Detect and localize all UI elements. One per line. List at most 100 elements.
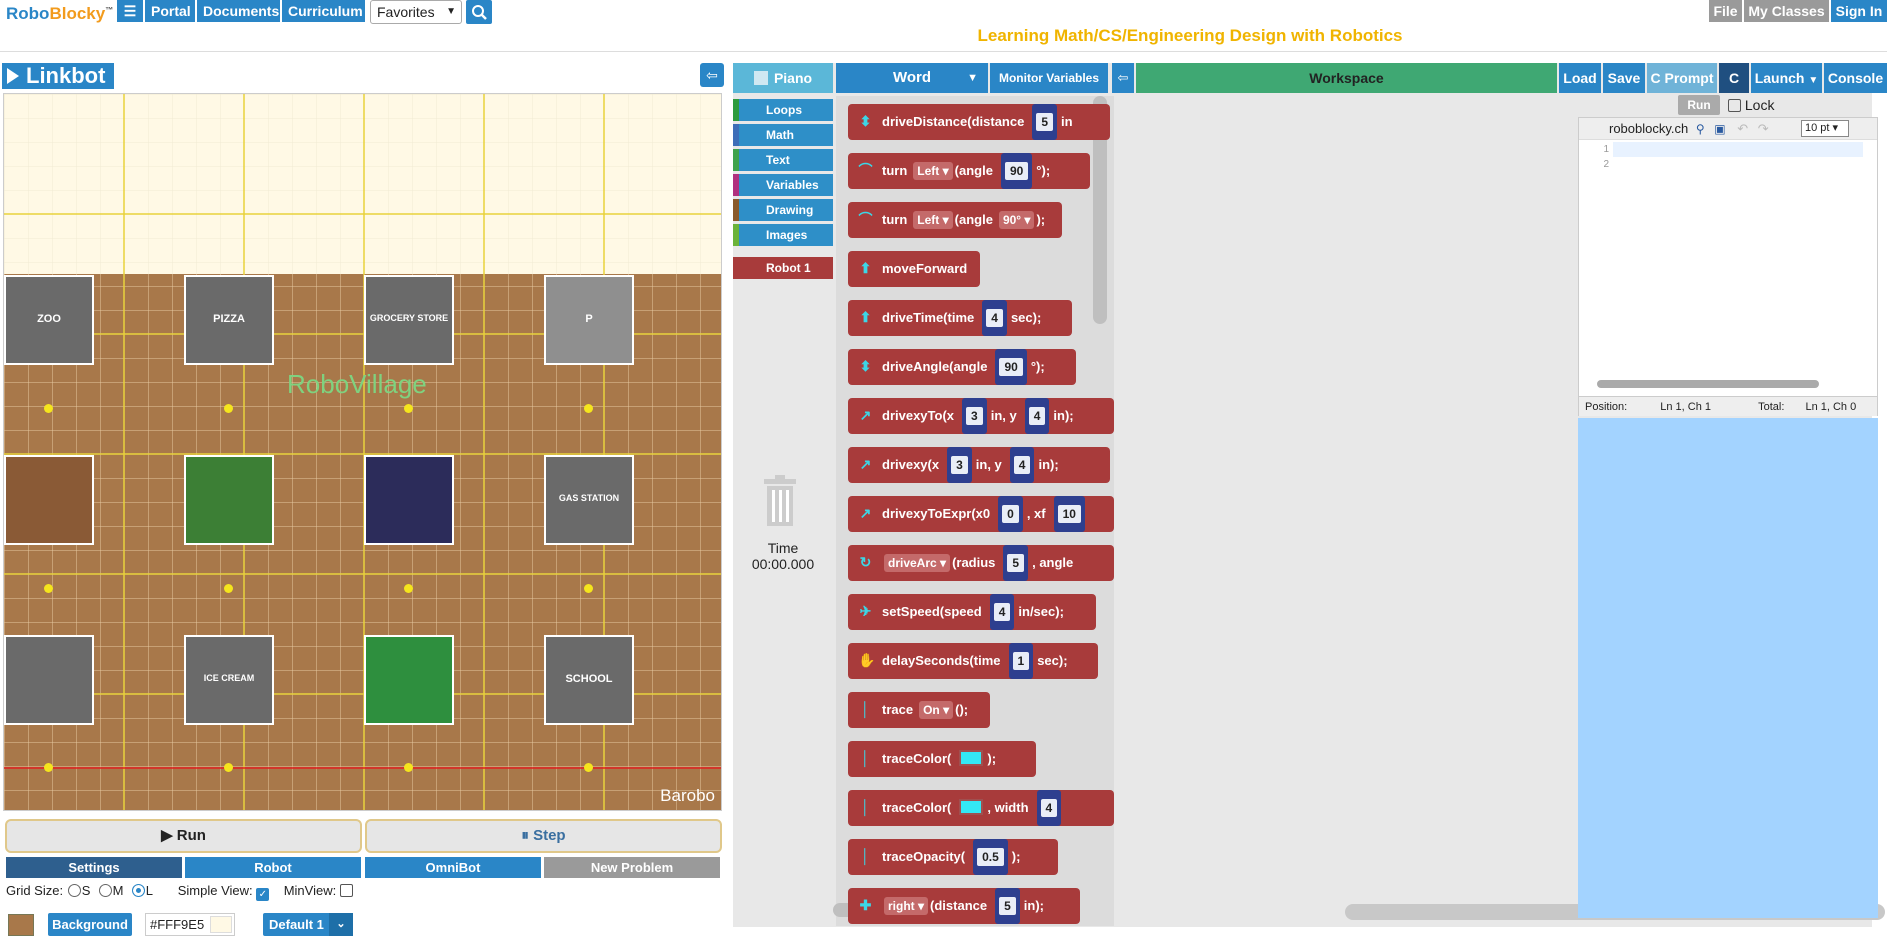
background-swatch[interactable] (8, 914, 34, 936)
number-field[interactable]: 3 (947, 447, 972, 483)
active-line[interactable] (1613, 142, 1863, 157)
minview-checkbox[interactable] (339, 884, 353, 897)
code-block[interactable]: ↗ drivexyToExpr(x0 0 , xf 10 (848, 496, 1114, 532)
sign-in-button[interactable]: Sign In (1831, 0, 1887, 22)
background-button[interactable]: Background (48, 913, 132, 936)
flyout-scrollbar[interactable] (1093, 96, 1107, 324)
console-button[interactable]: Console (1824, 63, 1887, 93)
code-block[interactable]: ⌒ turn Left ▾ (angle 90° ▾); (848, 202, 1062, 238)
number-value[interactable]: 3 (951, 456, 968, 474)
code-block[interactable]: │ traceColor(); (848, 741, 1036, 777)
color-field[interactable] (959, 799, 984, 815)
tab-omnibot[interactable]: OmniBot (365, 857, 541, 878)
back-button[interactable]: ⇦ (1112, 63, 1134, 93)
number-field[interactable]: 90 (995, 349, 1027, 385)
number-value[interactable]: 3 (966, 407, 983, 425)
number-field[interactable]: 3 (962, 398, 987, 434)
number-value[interactable]: 4 (993, 603, 1011, 621)
code-block[interactable]: │ trace On ▾ (); (848, 692, 990, 728)
code-block[interactable]: ⬆ driveTime(time 4 sec); (848, 300, 1072, 336)
category-images[interactable]: Images (733, 224, 833, 246)
dropdown-field[interactable]: driveArc ▾ (884, 554, 951, 572)
number-field[interactable]: 5 (1032, 104, 1058, 140)
number-field[interactable]: 10 (1053, 496, 1085, 532)
curriculum-link[interactable]: Curriculum (282, 0, 365, 22)
tab-new-problem[interactable]: New Problem (544, 857, 720, 878)
code-block[interactable]: ✈ setSpeed(speed 4 in/sec); (848, 594, 1096, 630)
collapse-panel-button[interactable]: ⇦ (700, 63, 724, 87)
grid-size-m-radio[interactable] (98, 884, 112, 897)
category-drawing[interactable]: Drawing (733, 199, 833, 221)
number-field[interactable]: 4 (1036, 790, 1062, 826)
documents-link[interactable]: Documents (197, 0, 280, 22)
grid-size-s-radio[interactable] (67, 884, 81, 897)
word-select[interactable]: Word ▼ (836, 63, 988, 93)
number-value[interactable]: 4 (986, 309, 1003, 327)
dropdown-field[interactable]: On ▾ (919, 701, 954, 719)
piano-button[interactable]: Piano (733, 63, 833, 93)
code-block[interactable]: ✚ right ▾ (distance 5 in); (848, 888, 1080, 924)
number-value[interactable]: 5 (1036, 113, 1054, 131)
favorites-select[interactable]: Favorites ▼ (370, 0, 462, 24)
c-button[interactable]: C (1719, 63, 1749, 93)
dropdown-field[interactable]: 90° ▾ (998, 211, 1035, 229)
roboblocky-logo[interactable]: RoboBlocky™ (6, 4, 114, 23)
background-color-input[interactable]: #FFF9E5 (145, 913, 235, 936)
category-robot[interactable]: Robot 1 (733, 257, 833, 279)
number-value[interactable]: 1 (1012, 652, 1030, 670)
code-editor[interactable]: roboblocky.ch ⚲ ▣ ↶ ↷ 10 pt ▾ 1 2 Positi… (1578, 117, 1878, 416)
menu-button[interactable]: ☰ (117, 0, 143, 22)
portal-link[interactable]: Portal (145, 0, 195, 22)
code-block[interactable]: ⬍ driveDistance(distance 5 in (848, 104, 1110, 140)
number-field[interactable]: 4 (982, 300, 1007, 336)
font-size-select[interactable]: 10 pt ▾ (1801, 120, 1849, 137)
code-block[interactable]: │ traceOpacity(0.5); (848, 839, 1058, 875)
number-field[interactable]: 4 (1024, 398, 1050, 434)
save-button[interactable]: Save (1603, 63, 1645, 93)
dropdown-field[interactable]: Left ▾ (913, 162, 953, 180)
number-value[interactable]: 10 (1057, 505, 1081, 523)
load-button[interactable]: Load (1559, 63, 1601, 93)
lock-checkbox[interactable] (1728, 99, 1741, 112)
code-block[interactable]: ⬆ moveForward (848, 251, 980, 287)
number-field[interactable]: 4 (1009, 447, 1035, 483)
code-block[interactable]: ↗ drivexy(x 3 in, y 4 in); (848, 447, 1110, 483)
color-field[interactable] (959, 750, 984, 766)
launch-button[interactable]: Launch ▼ (1751, 63, 1822, 93)
redo-icon[interactable]: ↷ (1757, 121, 1769, 136)
lock-toggle[interactable]: Lock (1728, 97, 1774, 113)
number-field[interactable]: 5 (995, 888, 1020, 924)
code-block[interactable]: ↗ drivexyTo(x 3 in, y 4 in); (848, 398, 1114, 434)
search-icon[interactable]: ⚲ (1695, 122, 1705, 136)
code-block[interactable]: ↻ driveArc ▾ (radius 5 , angle (848, 545, 1114, 581)
number-field[interactable]: 90 (1000, 153, 1033, 189)
category-text[interactable]: Text (733, 149, 833, 171)
number-field[interactable]: 4 (989, 594, 1015, 630)
number-field[interactable]: 0 (998, 496, 1023, 532)
number-value[interactable]: 5 (1007, 554, 1025, 572)
c-prompt-button[interactable]: C Prompt (1647, 63, 1717, 93)
search-button[interactable] (466, 0, 492, 24)
monitor-variables-button[interactable]: Monitor Variables (990, 63, 1108, 93)
tab-settings[interactable]: Settings (6, 857, 182, 878)
category-loops[interactable]: Loops (733, 99, 833, 121)
number-value[interactable]: 4 (1013, 456, 1031, 474)
number-value[interactable]: 4 (1040, 799, 1058, 817)
default-level-select[interactable]: Default 1 ⌄ (263, 913, 353, 936)
dropdown-field[interactable]: right ▾ (884, 897, 929, 915)
category-math[interactable]: Math (733, 124, 833, 146)
number-field[interactable]: 5 (1003, 545, 1029, 581)
grid-size-l-radio[interactable] (131, 884, 145, 897)
code-h-scrollbar[interactable] (1597, 380, 1819, 388)
step-button[interactable]: ⏸ Step (365, 819, 722, 853)
my-classes-button[interactable]: My Classes (1744, 0, 1829, 22)
code-run-button[interactable]: Run (1678, 95, 1720, 115)
trash-icon[interactable] (760, 475, 800, 527)
number-value[interactable]: 90 (1004, 162, 1029, 180)
dropdown-field[interactable]: Left ▾ (913, 211, 953, 229)
number-field[interactable]: 0.5 (973, 839, 1008, 875)
file-button[interactable]: File (1709, 0, 1742, 22)
undo-icon[interactable]: ↶ (1737, 121, 1749, 136)
number-value[interactable]: 0 (1002, 505, 1019, 523)
code-block[interactable]: ⬍ driveAngle(angle 90 °); (848, 349, 1076, 385)
